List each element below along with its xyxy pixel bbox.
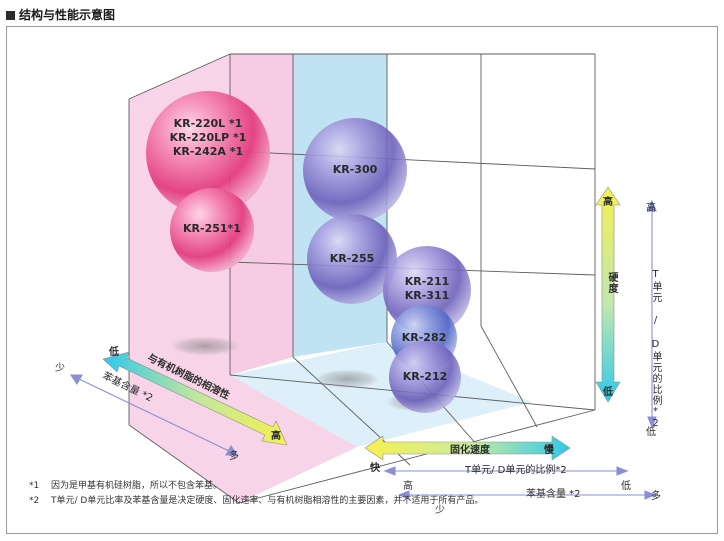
cure-speed-fast-label: 快 (370, 463, 380, 474)
phenyl-left-axis-arrow (69, 374, 239, 456)
phenyl-left-high-label: 多 (229, 451, 239, 462)
footnote-1: *1 因为是甲基有机硅树脂，所以不包含苯基。 (29, 479, 689, 494)
axes-layer (69, 186, 657, 500)
footnote-2-text: T单元/ D单元比率及苯基含量是决定硬度、固化速率、与有机树脂相溶性的主要因素，… (51, 496, 484, 506)
phenyl-bottom-high-label: 多 (651, 491, 661, 502)
sphere-kr220l (146, 91, 270, 215)
footnote-1-key: *1 (29, 481, 40, 491)
compatibility-axis-arrow (102, 351, 288, 446)
footnote-2-key: *2 (29, 496, 40, 506)
diagram-stage: KR-220L *1 KR-220LP *1 KR-242A *1 KR-251… (7, 27, 717, 533)
cure-speed-axis-arrow (364, 435, 571, 461)
sphere-kr212 (389, 341, 461, 413)
ratio-right-high-label: 高 (646, 203, 656, 214)
footnote-1-text: 因为是甲基有机硅树脂，所以不包含苯基。 (51, 481, 223, 491)
hardness-axis-label: 硬度 (606, 272, 617, 294)
diagram-panel: KR-220L *1 KR-220LP *1 KR-242A *1 KR-251… (6, 26, 718, 534)
footnotes: *1 因为是甲基有机硅树脂，所以不包含苯基。 *2 T单元/ D单元比率及苯基含… (29, 479, 689, 509)
footnote-2: *2 T单元/ D单元比率及苯基含量是决定硬度、固化速率、与有机树脂相溶性的主要… (29, 494, 689, 509)
phenyl-bottom-low-label: 少 (435, 505, 445, 516)
cure-speed-slow-label: 慢 (544, 445, 554, 456)
page-title: 结构与性能示意图 (19, 8, 116, 22)
ratio-right-axis-label: T单元 / D单元的比例*2 (650, 269, 661, 430)
compat-low-label: 低 (109, 347, 119, 358)
sphere-kr255 (307, 214, 397, 304)
sphere-kr300 (303, 118, 407, 222)
hardness-high-label: 高 (603, 197, 613, 208)
ratio-bottom-axis-label: T单元/ D单元的比例*2 (465, 465, 567, 476)
header: 结构与性能示意图 (6, 6, 718, 24)
sphere-kr251 (170, 188, 254, 272)
ratio-bottom-high-label: 高 (403, 481, 413, 492)
compat-high-label: 高 (271, 431, 281, 442)
ratio-bottom-low-label: 低 (621, 481, 631, 492)
phenyl-left-low-label: 少 (55, 363, 65, 374)
black-square-bullet-icon (6, 10, 15, 20)
hardness-axis-arrow (595, 186, 621, 403)
ratio-right-axis-arrow (647, 199, 657, 429)
spheres-layer (146, 91, 471, 413)
hardness-low-label: 低 (603, 387, 613, 398)
ratio-bottom-axis-arrow (383, 466, 629, 476)
phenyl-bottom-axis-arrow (397, 490, 657, 500)
ratio-right-low-label: 低 (646, 427, 656, 438)
cure-speed-axis-label: 固化速度 (450, 445, 490, 456)
phenyl-bottom-axis-label: 苯基含量 *2 (526, 489, 581, 500)
